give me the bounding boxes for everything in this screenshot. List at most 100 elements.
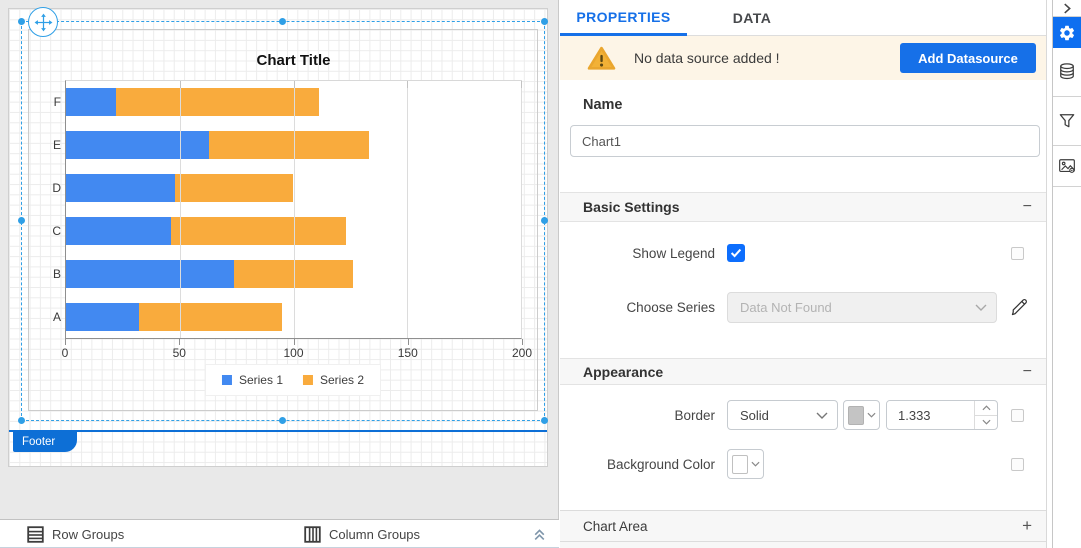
bar-segment-series-2 <box>138 302 283 331</box>
border-style-value: Solid <box>740 407 769 423</box>
border-width-input-group <box>886 400 998 430</box>
legend-label: Series 2 <box>320 373 365 387</box>
resize-handle[interactable] <box>279 18 286 25</box>
column-groups-section[interactable]: Column Groups <box>304 520 420 548</box>
resize-handle[interactable] <box>541 217 548 224</box>
bar-row <box>66 295 521 338</box>
section-chart-area[interactable]: Chart Area + <box>560 510 1046 541</box>
bar-segment-series-2 <box>170 216 346 245</box>
report-page[interactable]: Chart Title F E D C B A 0 50 100 150 200 Series 1… <box>8 7 548 467</box>
show-legend-checkbox[interactable] <box>727 244 745 262</box>
bar-segment-series-2 <box>234 259 353 288</box>
expression-checkbox[interactable] <box>1011 408 1024 422</box>
show-legend-row: Show Legend <box>560 238 1046 268</box>
axis-tick-label: 200 <box>511 346 533 360</box>
bar-segment-series-1 <box>66 174 176 203</box>
collapse-icon[interactable]: − <box>1022 198 1032 215</box>
x-axis-ticks <box>65 339 523 345</box>
expression-checkbox[interactable] <box>1011 457 1024 471</box>
axis-tick <box>522 339 523 345</box>
footer-band-tab[interactable]: Footer <box>13 432 77 452</box>
choose-series-label: Choose Series <box>626 300 715 315</box>
grouping-pane: Row Groups Column Groups <box>0 519 559 548</box>
column-groups-icon <box>304 525 321 543</box>
tab-properties[interactable]: PROPERTIES <box>560 0 687 36</box>
show-legend-label: Show Legend <box>632 245 715 261</box>
background-color-swatch <box>732 454 748 474</box>
collapse-panel-button[interactable] <box>1053 0 1081 17</box>
category-label: B <box>52 267 61 282</box>
basic-settings-body: Show Legend Choose Series Data Not Found <box>560 238 1046 358</box>
expand-icon[interactable]: + <box>1022 545 1032 548</box>
bar-segment-series-1 <box>66 302 139 331</box>
resize-handle[interactable] <box>18 18 25 25</box>
axis-tick <box>65 339 66 345</box>
background-color-picker[interactable] <box>727 449 764 479</box>
chart-title: Chart Title <box>256 52 331 69</box>
panel-tabbar: PROPERTIES DATA <box>560 0 1046 36</box>
resize-handle[interactable] <box>541 18 548 25</box>
section-appearance[interactable]: Appearance − <box>560 358 1046 385</box>
background-color-row: Background Color <box>560 449 1046 479</box>
axis-tick-label: 150 <box>397 346 418 360</box>
section-title: Chart Area <box>583 518 648 534</box>
border-label: Border <box>674 407 715 423</box>
y-axis-labels: F E D C B A <box>33 80 61 339</box>
chevron-down-icon <box>975 304 987 311</box>
collapse-grouping-button[interactable] <box>532 527 547 547</box>
axis-tick <box>179 339 181 345</box>
bar-segment-series-1 <box>66 131 210 160</box>
spin-down-button[interactable] <box>975 416 997 430</box>
resize-handle[interactable] <box>18 217 25 224</box>
background-color-label: Background Color <box>606 456 715 472</box>
pencil-icon <box>1011 299 1027 316</box>
gridline <box>293 81 295 338</box>
choose-series-dropdown[interactable]: Data Not Found <box>727 292 997 323</box>
category-label: E <box>52 137 61 152</box>
collapse-icon[interactable]: − <box>1022 362 1032 380</box>
chevron-down-icon <box>751 461 760 467</box>
section-title-settings[interactable]: Title + <box>560 541 1046 548</box>
gear-icon <box>1059 25 1075 40</box>
category-label: C <box>52 224 61 239</box>
image-tool-button[interactable] <box>1053 146 1081 187</box>
border-width-input[interactable] <box>887 401 974 429</box>
database-icon <box>1060 63 1074 80</box>
bar-row <box>66 81 521 124</box>
expand-icon[interactable]: + <box>1022 516 1032 535</box>
tab-data[interactable]: DATA <box>732 10 772 26</box>
properties-panel: PROPERTIES DATA No data source added ! A… <box>560 0 1046 548</box>
design-surface[interactable]: Chart Title F E D C B A 0 50 100 150 200 Series 1… <box>0 0 559 548</box>
bar-segment-series-1 <box>66 88 117 117</box>
datasource-tool-button[interactable] <box>1053 48 1081 97</box>
border-color-swatch <box>848 405 864 425</box>
section-basic-settings[interactable]: Basic Settings − <box>560 193 1046 222</box>
edit-series-button[interactable] <box>1010 298 1029 317</box>
expression-checkbox[interactable] <box>1011 246 1024 260</box>
image-settings-icon <box>1059 159 1075 173</box>
resize-handle[interactable] <box>18 417 25 424</box>
legend-label: Series 1 <box>238 373 283 387</box>
spin-up-button[interactable] <box>975 401 997 416</box>
properties-tool-button[interactable] <box>1053 17 1081 48</box>
add-datasource-button[interactable]: Add Datasource <box>900 43 1036 73</box>
axis-tick-label: 50 <box>172 346 186 360</box>
filter-tool-button[interactable] <box>1053 97 1081 146</box>
bar-row <box>66 124 521 167</box>
resize-handle[interactable] <box>279 417 286 424</box>
chart-element[interactable]: Chart Title F E D C B A 0 50 100 150 200 Series 1… <box>28 29 538 411</box>
section-title: Appearance <box>583 363 664 380</box>
bar-row <box>66 209 521 252</box>
bar-segment-series-2 <box>175 174 294 203</box>
row-groups-section[interactable]: Row Groups <box>27 520 124 548</box>
x-axis-labels: 0 50 100 150 200 <box>62 346 532 360</box>
axis-tick-label: 100 <box>283 346 304 360</box>
move-handle[interactable] <box>28 7 58 37</box>
bar-segment-series-2 <box>209 131 369 160</box>
border-color-picker[interactable] <box>843 400 880 430</box>
border-style-dropdown[interactable]: Solid <box>727 400 838 430</box>
resize-handle[interactable] <box>541 417 548 424</box>
name-input[interactable] <box>570 125 1040 157</box>
choose-series-value: Data Not Found <box>740 300 832 315</box>
section-title: Basic Settings <box>583 199 680 215</box>
